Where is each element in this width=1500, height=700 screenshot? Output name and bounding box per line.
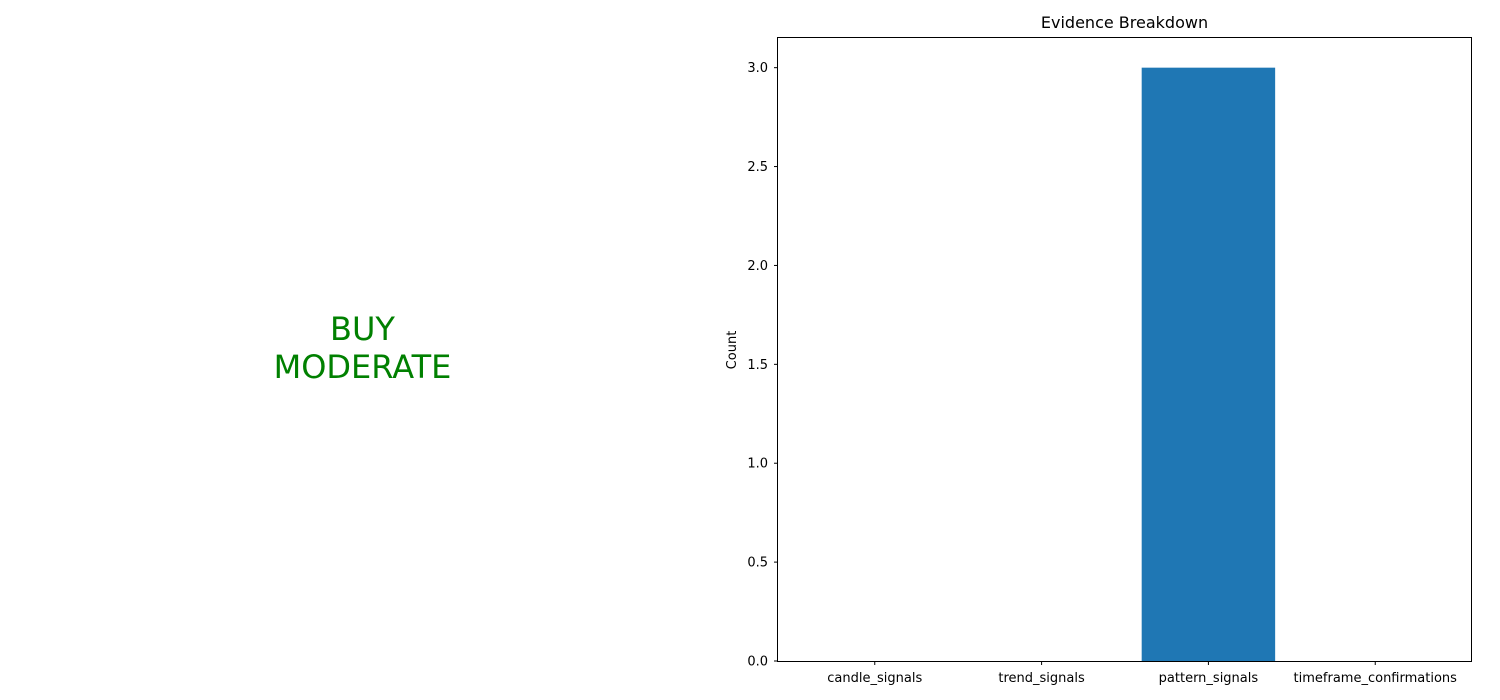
signal-strength: MODERATE xyxy=(273,348,452,386)
y-tick-label-2.0: 2.0 xyxy=(747,259,768,274)
chart-title: Evidence Breakdown xyxy=(1041,13,1208,32)
y-axis-label: Count xyxy=(725,331,740,370)
x-tick-label-timeframe_confirmations: timeframe_confirmations xyxy=(1294,671,1458,686)
signal-action: BUY xyxy=(330,310,395,348)
bar-series xyxy=(1141,67,1276,661)
signal-panel: BUY MODERATE xyxy=(0,0,725,700)
x-tick-label-trend_signals: trend_signals xyxy=(998,671,1085,686)
x-tick-label-candle_signals: candle_signals xyxy=(827,671,922,686)
y-tick-label-0.0: 0.0 xyxy=(747,655,768,670)
x-axis: candle_signals trend_signals pattern_signa… xyxy=(827,661,1457,686)
y-tick-label-2.5: 2.5 xyxy=(747,160,768,175)
plot-frame xyxy=(777,37,1472,662)
y-tick-label-3.0: 3.0 xyxy=(747,61,768,76)
y-tick-label-1.5: 1.5 xyxy=(747,358,768,373)
signal-summary: BUY MODERATE xyxy=(0,310,725,386)
bar-pattern_signals xyxy=(1141,67,1276,661)
y-tick-label-0.5: 0.5 xyxy=(747,556,768,571)
y-axis: 0.0 0.5 1.0 1.5 2.0 2.5 3.0 xyxy=(747,61,778,670)
x-tick-label-pattern_signals: pattern_signals xyxy=(1159,671,1259,686)
y-tick-label-1.0: 1.0 xyxy=(747,457,768,472)
